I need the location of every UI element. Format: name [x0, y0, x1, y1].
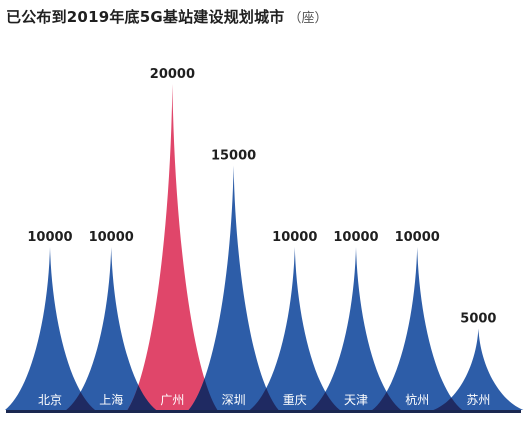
unit-label: （座）: [288, 11, 328, 26]
spike-1: [5, 247, 95, 410]
baseline: [6, 410, 521, 413]
value-label: 10000: [27, 230, 72, 245]
category-label: 重庆: [283, 393, 307, 407]
spike-2: [66, 247, 157, 410]
value-label: 10000: [89, 230, 134, 245]
spike-5: [249, 247, 340, 410]
spike-8: [433, 328, 524, 410]
category-label: 广州: [160, 393, 184, 407]
category-label: 上海: [99, 392, 123, 407]
value-label: 15000: [211, 149, 256, 164]
category-label: 深圳: [222, 393, 246, 407]
chart-title-row: 已公布到2019年底5G基站建设规划城市 （座）: [6, 6, 328, 30]
value-label: 10000: [272, 230, 317, 245]
value-label: 5000: [460, 312, 496, 327]
spike-6: [311, 247, 401, 410]
spike-group: [5, 84, 524, 410]
spike-4: [188, 165, 279, 410]
value-label: 10000: [333, 230, 378, 245]
value-label: 10000: [395, 230, 440, 245]
chart-title: 已公布到2019年底5G基站建设规划城市: [6, 8, 285, 26]
spike-3: [127, 84, 218, 410]
category-label: 天津: [344, 393, 368, 407]
value-label: 20000: [150, 67, 195, 82]
category-label: 杭州: [405, 392, 429, 407]
spike-7: [372, 247, 463, 410]
category-label: 北京: [38, 393, 62, 407]
category-label: 苏州: [466, 393, 490, 407]
